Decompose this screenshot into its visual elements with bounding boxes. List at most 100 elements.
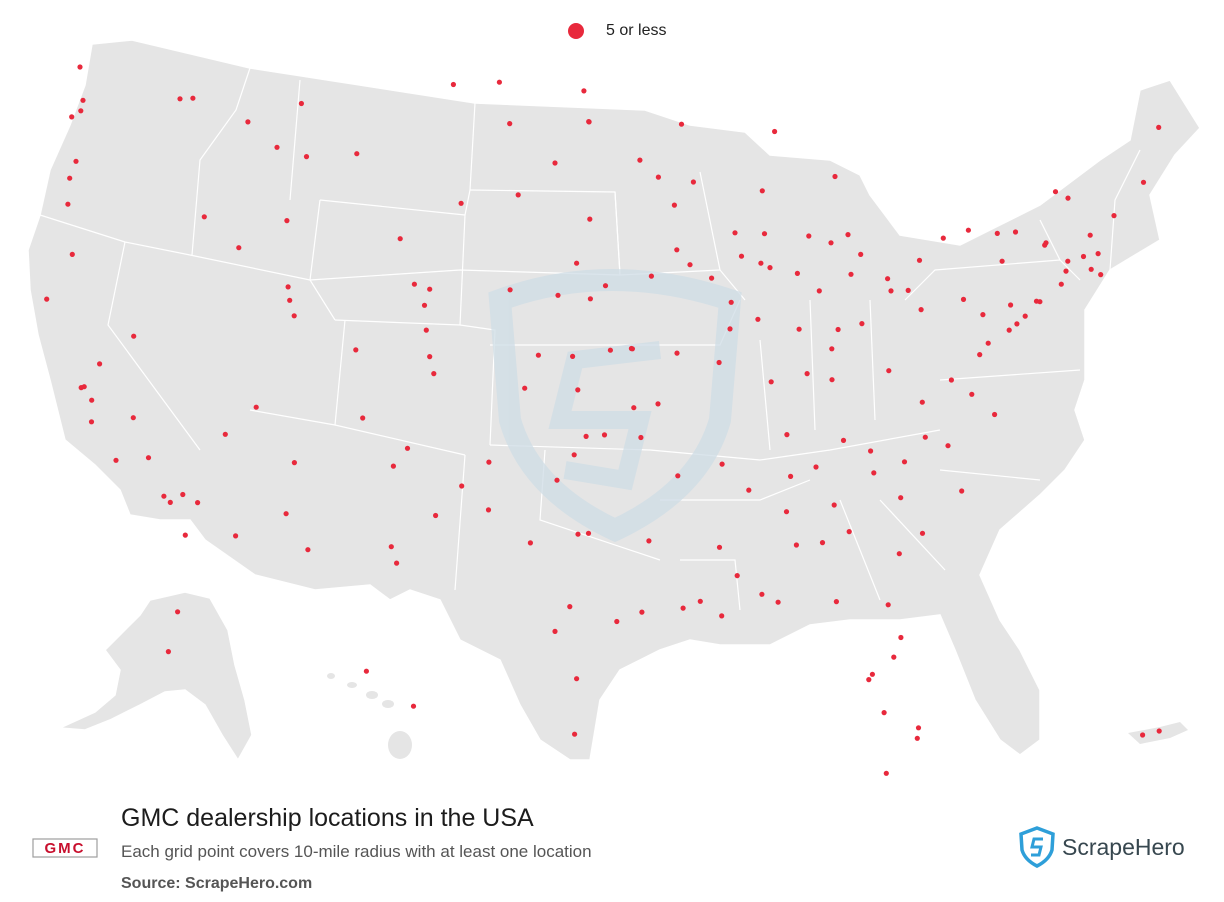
location-dot [646, 538, 652, 544]
location-dot [411, 281, 417, 287]
location-dot [222, 431, 228, 437]
location-dot [638, 434, 644, 441]
location-dot [1043, 240, 1049, 246]
location-dot [886, 368, 892, 374]
location-dot [554, 477, 560, 483]
alaska-landmass [57, 591, 253, 762]
location-dot [816, 288, 822, 294]
location-dot [1088, 266, 1094, 272]
location-dot [1156, 124, 1162, 130]
location-dot [840, 437, 847, 443]
location-dot [727, 326, 733, 332]
location-dot [69, 114, 75, 120]
source-credit: Source: ScrapeHero.com [121, 875, 313, 892]
location-dot [738, 253, 745, 259]
hawaii-islands [327, 673, 412, 759]
location-dot [898, 634, 904, 641]
location-dot [285, 284, 291, 290]
location-dot [458, 200, 464, 206]
location-dot [431, 371, 437, 377]
location-dot [182, 532, 188, 538]
location-dot [1052, 189, 1059, 195]
location-dot [65, 201, 71, 207]
location-dot [305, 547, 311, 553]
legend-label: 5 or less [606, 22, 667, 39]
location-dot [687, 262, 693, 268]
location-dot [885, 602, 891, 608]
location-dot [450, 81, 456, 88]
location-dot [960, 296, 967, 302]
location-dot [969, 391, 975, 397]
location-dot [253, 404, 259, 410]
location-dot [829, 346, 835, 352]
location-dot [719, 461, 725, 467]
location-dot [896, 551, 902, 557]
location-dot [67, 175, 73, 181]
location-dot [527, 540, 534, 546]
location-dot [1111, 213, 1117, 219]
location-dot [767, 265, 773, 271]
location-dot [571, 452, 577, 458]
scrapehero-shield-icon [1019, 826, 1055, 868]
location-dot [828, 240, 834, 246]
location-dot [1037, 299, 1043, 305]
location-dot [587, 216, 593, 222]
location-dots [44, 64, 1162, 776]
location-dot [869, 671, 876, 677]
location-dot [287, 297, 293, 303]
location-dot [945, 443, 951, 449]
location-dot [919, 399, 925, 405]
location-dot [833, 599, 840, 605]
location-dot [629, 346, 636, 352]
scrapehero-brand: ScrapeHero [1018, 826, 1185, 868]
location-dot [607, 347, 614, 353]
page-title: GMC dealership locations in the USA [121, 804, 534, 832]
location-dot [274, 144, 280, 150]
location-dot [507, 121, 513, 127]
location-dot [1156, 728, 1162, 734]
location-dot [522, 385, 528, 391]
location-dot [832, 173, 838, 180]
location-dot [675, 473, 681, 479]
location-dot [575, 387, 581, 393]
scrapehero-watermark [488, 269, 742, 543]
location-dot [1008, 302, 1014, 308]
location-dot [992, 411, 998, 418]
map-area: 5 or less [27, 22, 1201, 776]
location-dot [697, 598, 703, 604]
location-dot [496, 79, 502, 85]
location-dot [793, 542, 800, 548]
location-dot [905, 287, 911, 293]
location-dot [177, 96, 183, 102]
location-dot [674, 350, 680, 356]
location-dot [574, 260, 580, 266]
location-dot [940, 235, 946, 241]
location-dot [69, 251, 75, 257]
location-dot [813, 464, 819, 470]
location-dot [427, 286, 433, 292]
location-dot [575, 531, 581, 537]
location-dot [390, 463, 396, 469]
location-dot [353, 347, 359, 353]
location-dot [977, 352, 983, 358]
location-dot [915, 725, 922, 731]
location-dot [201, 214, 207, 220]
location-dot [1058, 281, 1064, 287]
location-dot [732, 230, 738, 236]
location-dot [637, 157, 643, 163]
location-dot [485, 507, 492, 513]
location-dot [1022, 313, 1028, 319]
us-map [27, 39, 1201, 776]
location-dot [846, 529, 852, 535]
location-dot [130, 415, 136, 421]
location-dot [587, 296, 594, 302]
location-dot [397, 236, 403, 242]
location-dot [829, 377, 835, 383]
location-dot [1095, 251, 1101, 257]
location-dot [898, 495, 904, 501]
location-dot [552, 628, 558, 635]
contiguous-us-landmass [27, 39, 1201, 761]
location-dot [858, 251, 864, 257]
location-dot [421, 302, 428, 308]
location-dot [871, 470, 877, 476]
